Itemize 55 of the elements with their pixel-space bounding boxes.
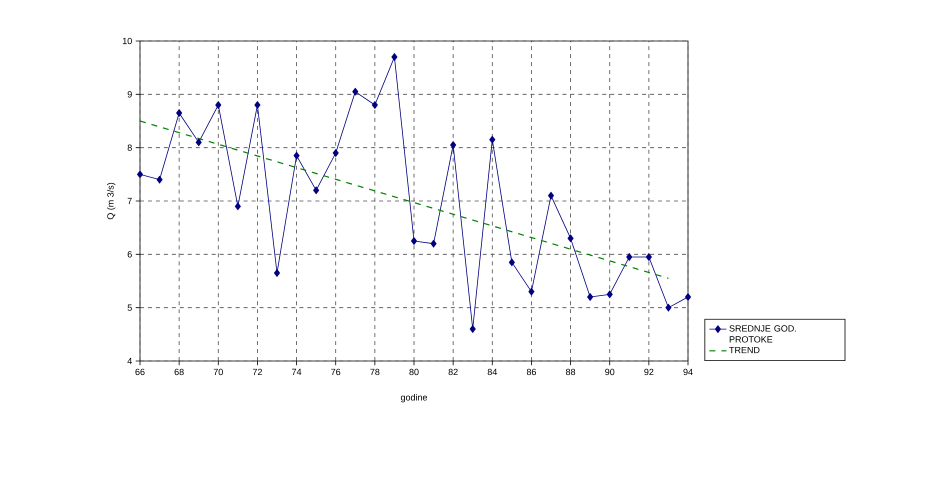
point bbox=[313, 186, 320, 194]
point bbox=[136, 170, 144, 178]
x-tick-label: 82 bbox=[448, 368, 458, 376]
x-tick-label: 84 bbox=[488, 368, 498, 376]
legend-label: TREND bbox=[729, 346, 760, 354]
point bbox=[410, 237, 418, 245]
point bbox=[606, 290, 613, 298]
x-axis-title: godine bbox=[400, 394, 428, 402]
point bbox=[626, 253, 632, 261]
point bbox=[450, 141, 456, 149]
point bbox=[568, 234, 574, 242]
legend-label: SREDNJE GOD. PROTOKE bbox=[729, 325, 796, 343]
y-axis-title: Q (m 3/s) bbox=[107, 182, 116, 220]
point bbox=[294, 152, 300, 160]
point bbox=[391, 53, 398, 61]
x-tick-label: 94 bbox=[683, 368, 693, 376]
x-tick-label: 88 bbox=[566, 368, 576, 376]
x-tick-label: 86 bbox=[526, 368, 536, 376]
x-tick-label: 76 bbox=[331, 368, 340, 376]
point bbox=[274, 269, 280, 277]
point bbox=[528, 288, 534, 296]
y-tick-label: 7 bbox=[128, 198, 132, 204]
x-tick-label: 70 bbox=[214, 368, 223, 376]
x-tick-label: 78 bbox=[370, 368, 380, 376]
y-tick-label: 10 bbox=[122, 38, 132, 44]
y-tick-label: 8 bbox=[128, 144, 132, 151]
x-tick-label: 90 bbox=[605, 368, 614, 376]
point bbox=[332, 149, 339, 157]
x-tick-label: 80 bbox=[409, 368, 419, 376]
point bbox=[215, 101, 222, 109]
point bbox=[196, 138, 202, 146]
point bbox=[234, 202, 241, 210]
point bbox=[684, 293, 692, 301]
point bbox=[372, 101, 378, 109]
point bbox=[156, 176, 163, 184]
point bbox=[254, 101, 260, 109]
y-tick-label: 9 bbox=[128, 91, 132, 98]
point bbox=[646, 253, 652, 261]
point bbox=[508, 258, 515, 266]
point bbox=[548, 192, 554, 200]
point bbox=[470, 325, 476, 333]
point bbox=[665, 304, 672, 312]
point bbox=[587, 293, 594, 301]
point bbox=[489, 136, 496, 144]
point bbox=[352, 88, 358, 96]
y-tick-label: 6 bbox=[128, 251, 132, 258]
point bbox=[176, 109, 182, 117]
x-tick-label: 68 bbox=[174, 368, 184, 376]
point bbox=[430, 240, 437, 248]
x-tick-label: 72 bbox=[252, 368, 262, 376]
y-tick-label: 4 bbox=[127, 358, 132, 364]
y-tick-label: 5 bbox=[128, 304, 132, 311]
x-tick-label: 74 bbox=[292, 368, 302, 375]
x-tick-label: 66 bbox=[135, 368, 145, 376]
x-tick-label: 92 bbox=[644, 368, 654, 376]
